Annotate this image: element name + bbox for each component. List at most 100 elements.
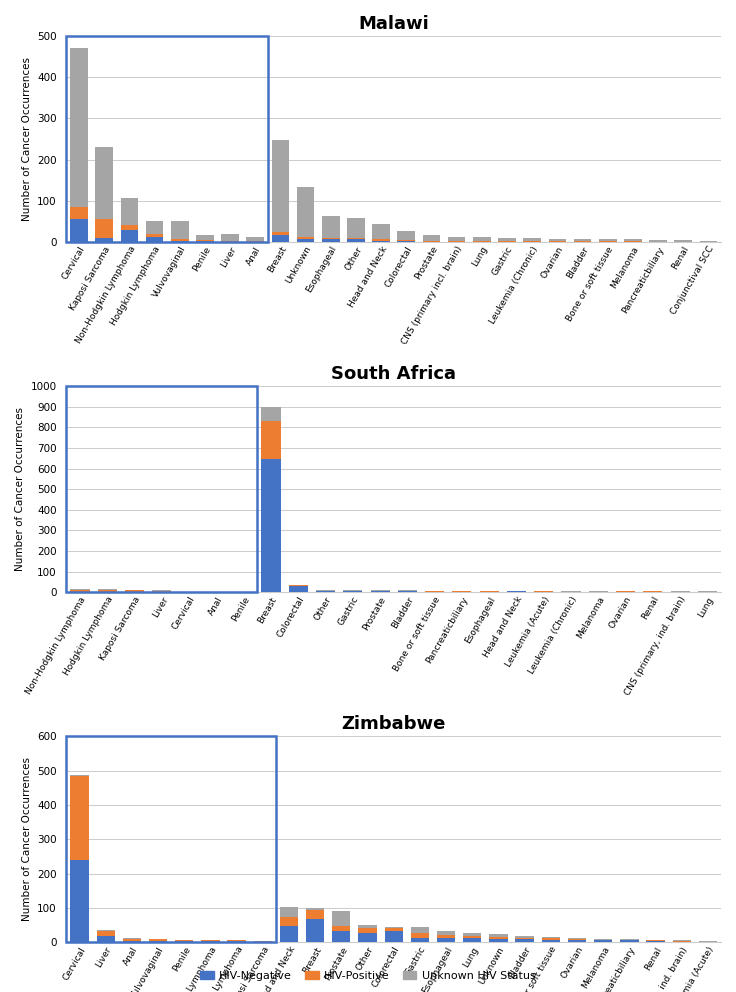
Bar: [624, 239, 642, 241]
Bar: [297, 237, 314, 239]
Bar: [66, 386, 258, 592]
Bar: [96, 931, 115, 936]
Bar: [306, 910, 325, 919]
Y-axis label: Number of Cancer Occurrences: Number of Cancer Occurrences: [21, 758, 32, 922]
Bar: [358, 928, 377, 932]
Bar: [322, 239, 339, 242]
Bar: [447, 237, 465, 241]
Legend: HIV-Negative, HIV-Positive, Unknown HIV Status: HIV-Negative, HIV-Positive, Unknown HIV …: [196, 966, 540, 985]
Bar: [201, 940, 219, 941]
Bar: [322, 238, 339, 239]
Bar: [196, 240, 213, 241]
Bar: [227, 940, 246, 941]
Bar: [71, 860, 88, 942]
Bar: [674, 240, 692, 241]
Bar: [489, 939, 508, 942]
Bar: [70, 49, 88, 207]
Bar: [370, 591, 389, 592]
Bar: [121, 197, 138, 224]
Bar: [347, 217, 365, 238]
Bar: [171, 239, 188, 241]
Bar: [96, 147, 113, 219]
Bar: [568, 938, 586, 939]
Bar: [515, 936, 534, 937]
Bar: [96, 238, 113, 242]
Bar: [646, 941, 665, 942]
Bar: [542, 938, 560, 939]
Bar: [175, 940, 194, 941]
Bar: [384, 928, 403, 931]
Bar: [121, 229, 138, 242]
Bar: [272, 140, 289, 232]
Bar: [261, 421, 280, 458]
Bar: [289, 586, 308, 592]
Bar: [175, 941, 194, 942]
Bar: [347, 239, 365, 242]
Bar: [332, 912, 350, 926]
Bar: [123, 940, 141, 942]
Bar: [171, 220, 188, 239]
Bar: [280, 926, 298, 942]
Bar: [548, 239, 566, 241]
Bar: [146, 221, 163, 234]
Bar: [261, 458, 280, 592]
Bar: [71, 589, 90, 592]
Bar: [437, 938, 456, 942]
Bar: [515, 939, 534, 942]
Bar: [146, 237, 163, 242]
Bar: [306, 909, 325, 910]
Bar: [473, 237, 491, 241]
Bar: [397, 591, 417, 592]
Bar: [96, 219, 113, 238]
Bar: [297, 186, 314, 237]
Bar: [70, 207, 88, 219]
Bar: [289, 585, 308, 586]
Bar: [227, 941, 246, 942]
Bar: [306, 919, 325, 942]
Bar: [316, 591, 335, 592]
Bar: [372, 224, 390, 239]
Bar: [489, 936, 508, 939]
Bar: [489, 934, 508, 936]
Title: Malawi: Malawi: [358, 15, 429, 33]
Bar: [96, 936, 115, 942]
Bar: [272, 232, 289, 234]
Y-axis label: Number of Cancer Occurrences: Number of Cancer Occurrences: [21, 57, 32, 221]
Y-axis label: Number of Cancer Occurrences: Number of Cancer Occurrences: [15, 407, 25, 571]
Bar: [411, 938, 429, 942]
Bar: [463, 938, 481, 942]
Bar: [523, 238, 541, 241]
Bar: [422, 234, 440, 241]
Bar: [146, 234, 163, 237]
Bar: [599, 239, 617, 241]
Bar: [437, 934, 456, 938]
Bar: [620, 940, 639, 942]
Bar: [649, 240, 667, 241]
Bar: [121, 224, 138, 229]
Bar: [574, 239, 591, 241]
Bar: [594, 940, 612, 942]
Bar: [272, 234, 289, 242]
Bar: [201, 941, 219, 942]
Bar: [568, 939, 586, 942]
Bar: [123, 938, 141, 940]
Bar: [498, 238, 516, 241]
Bar: [411, 932, 429, 938]
Bar: [384, 931, 403, 942]
Bar: [372, 241, 390, 242]
Bar: [152, 590, 171, 592]
Bar: [358, 925, 377, 928]
Bar: [71, 775, 88, 776]
Bar: [196, 234, 213, 240]
Bar: [71, 776, 88, 860]
Bar: [397, 231, 415, 240]
Title: South Africa: South Africa: [331, 365, 456, 383]
Bar: [247, 237, 264, 241]
Bar: [66, 36, 268, 242]
Bar: [384, 927, 403, 928]
Bar: [411, 927, 429, 932]
Bar: [149, 940, 167, 942]
Bar: [343, 591, 362, 592]
Bar: [332, 926, 350, 931]
Bar: [507, 591, 526, 592]
